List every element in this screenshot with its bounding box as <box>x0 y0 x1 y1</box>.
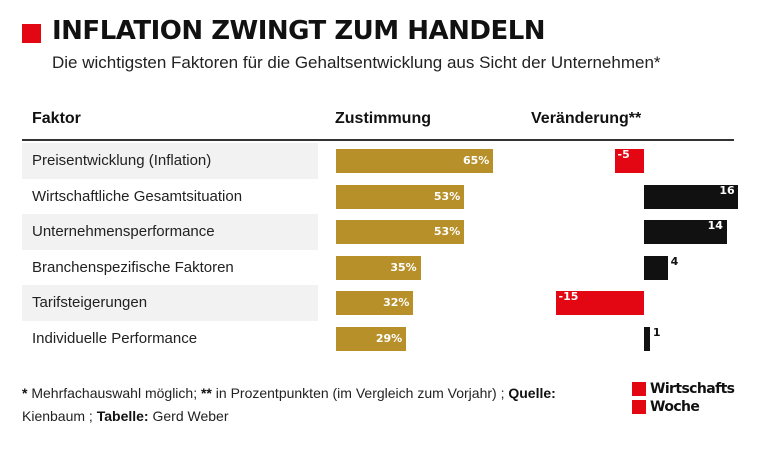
change-value-label: 4 <box>670 254 679 268</box>
footnote-star: * <box>22 385 28 401</box>
approval-bar: 65% <box>336 149 494 173</box>
footnote-text-1: Mehrfachauswahl möglich; <box>27 385 201 401</box>
change-cell: 14 <box>518 214 734 250</box>
change-value-label: -5 <box>617 148 630 161</box>
logo-square-icon <box>632 382 646 396</box>
change-cell: -15 <box>518 285 734 321</box>
source-label: Quelle: <box>508 385 556 401</box>
table-row: Branchenspezifische Faktoren 35% 4 <box>22 249 734 285</box>
table-row: Unternehmensperformance 53% 14 <box>22 214 734 250</box>
change-cell: 16 <box>518 178 739 214</box>
column-header-factor: Faktor <box>32 110 81 127</box>
approval-bar: 53% <box>336 220 465 244</box>
column-header-change: Veränderung** <box>531 110 642 127</box>
change-cell: 1 <box>518 320 734 356</box>
logo-line-1: Wirtschafts <box>650 381 735 397</box>
row-label: Individuelle Performance <box>32 329 198 347</box>
change-cell: 4 <box>518 249 734 285</box>
title-square-icon <box>22 24 41 43</box>
approval-cell: 65% <box>318 143 518 179</box>
approval-cell: 29% <box>318 320 518 356</box>
table-row: Tarifsteigerungen 32% -15 <box>22 285 734 321</box>
row-label: Branchenspezifische Faktoren <box>32 258 234 276</box>
logo-square-icon <box>632 400 646 414</box>
chart-table: Preisentwicklung (Inflation) 65% -5 Wirtsch… <box>22 143 739 356</box>
change-bar <box>555 291 644 315</box>
row-label: Unternehmensperformance <box>32 223 215 240</box>
approval-value-label: 32% <box>383 296 410 309</box>
footnote: * Mehrfachauswahl möglich; ** in Prozent… <box>22 382 612 428</box>
logo-line-2: Woche <box>650 399 700 415</box>
approval-cell: 32% <box>318 285 518 321</box>
table-row: Wirtschaftliche Gesamtsituation 53% 16 <box>22 178 739 214</box>
approval-value-label: 53% <box>433 189 461 203</box>
change-cell: -5 <box>518 143 734 179</box>
table-row: Individuelle Performance 29% 1 <box>22 320 734 356</box>
table-row: Preisentwicklung (Inflation) 65% -5 <box>22 143 734 179</box>
approval-cell: 53% <box>318 178 518 214</box>
approval-cell: 53% <box>318 214 518 250</box>
footnote-double-star: ** <box>200 385 212 401</box>
approval-value-label: 29% <box>375 331 403 345</box>
row-label: Tarifsteigerungen <box>32 294 148 311</box>
change-bar <box>644 326 650 351</box>
change-bar <box>644 220 727 244</box>
header-divider <box>22 139 734 141</box>
approval-bar: 35% <box>336 255 421 280</box>
page-subtitle: Die wichtigsten Faktoren für die Gehalts… <box>52 53 661 72</box>
wirtschaftswoche-logo: Wirtschafts Woche <box>632 381 736 417</box>
row-label: Wirtschaftliche Gesamtsituation <box>32 187 243 205</box>
page-title: INFLATION ZWINGT ZUM HANDELN <box>52 16 546 46</box>
approval-cell: 35% <box>318 249 518 285</box>
change-value-label: 16 <box>719 183 735 197</box>
change-value-label: 1 <box>652 325 661 339</box>
table-label: Tabelle: <box>96 408 149 424</box>
approval-value-label: 53% <box>433 225 461 238</box>
footnote-text-2: in Prozentpunkten (im Vergleich zum Vorj… <box>211 385 509 401</box>
change-bar <box>644 184 739 209</box>
approval-bar: 53% <box>336 184 465 209</box>
source-value: Kienbaum ; <box>22 408 97 424</box>
change-bar <box>614 149 644 173</box>
approval-bar: 29% <box>336 326 407 351</box>
row-label: Preisentwicklung (Inflation) <box>32 152 212 169</box>
column-header-approval: Zustimmung <box>335 110 431 127</box>
approval-bar: 32% <box>336 291 414 315</box>
change-value-label: 14 <box>707 219 723 232</box>
change-bar <box>644 255 668 280</box>
approval-value-label: 35% <box>390 260 417 274</box>
change-value-label: -15 <box>558 290 579 303</box>
author-value: Gerd Weber <box>148 408 229 424</box>
approval-value-label: 65% <box>462 154 490 167</box>
